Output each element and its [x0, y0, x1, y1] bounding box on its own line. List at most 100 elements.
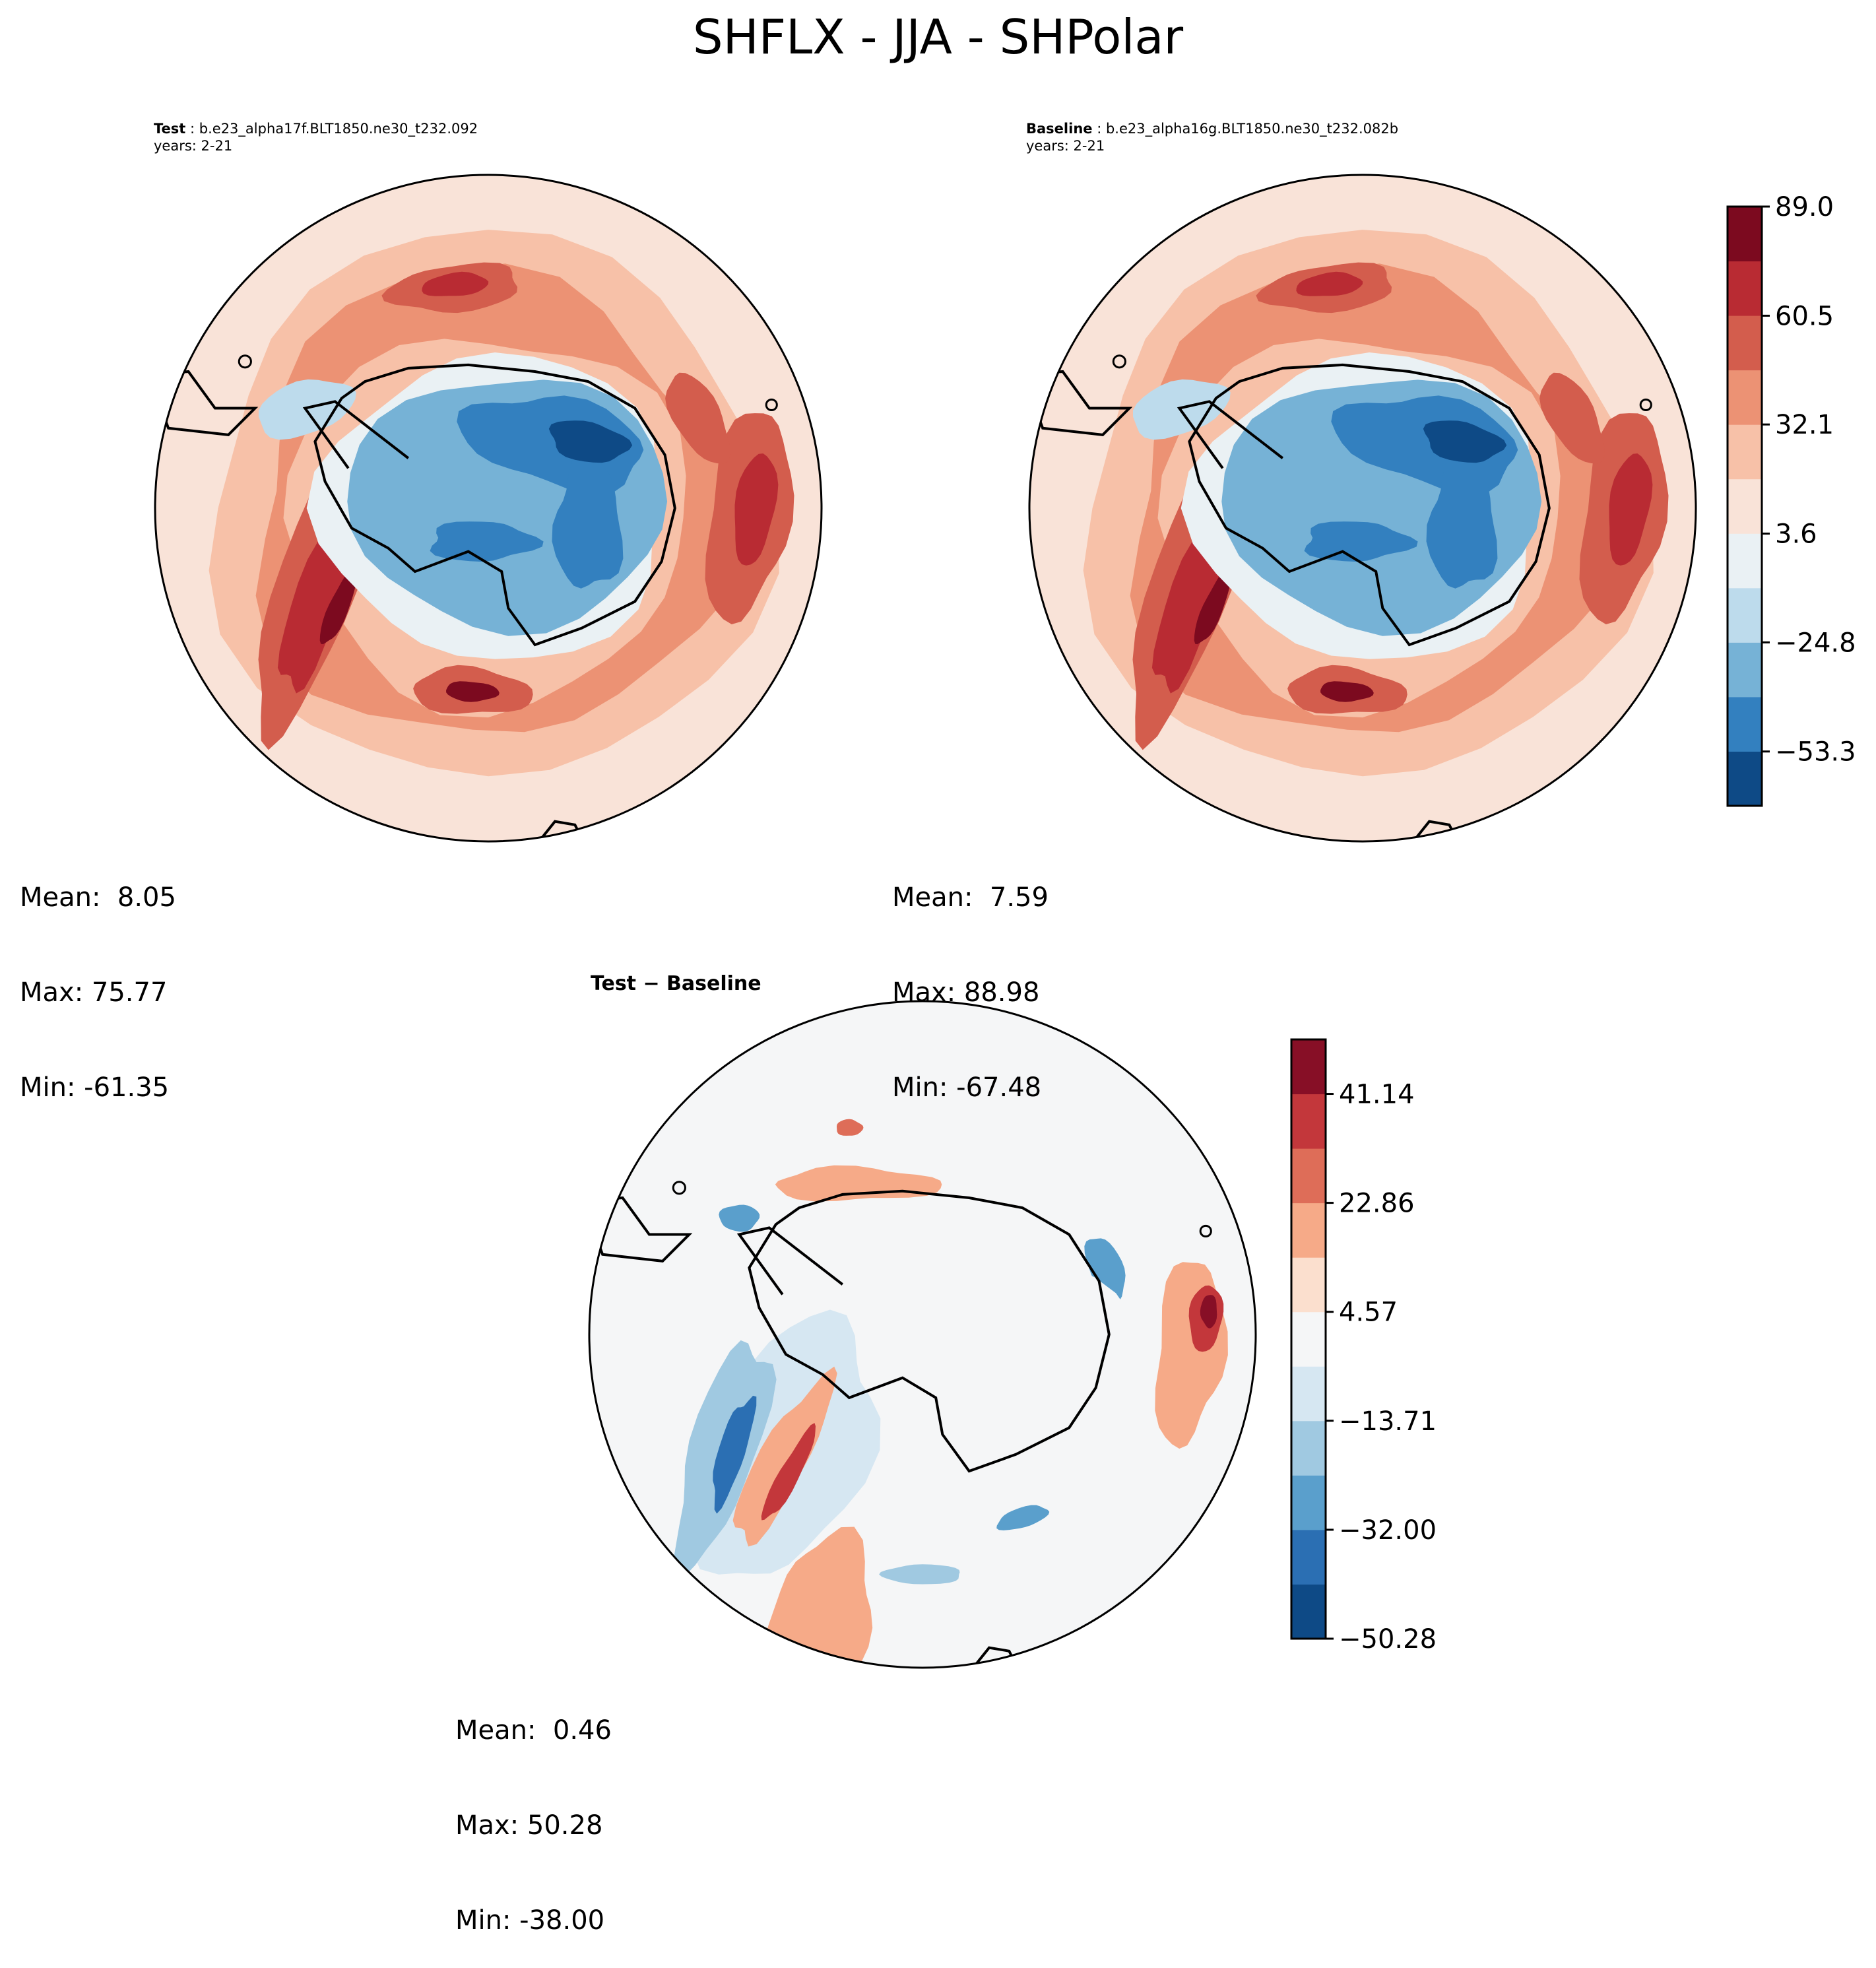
test-contour-region	[319, 569, 356, 645]
test-island	[765, 398, 778, 412]
absolute-colorbar-swatch	[1728, 315, 1762, 371]
test-mean: Mean: 8.05	[20, 882, 176, 913]
diff-colorbar-swatch	[1291, 1366, 1326, 1422]
diff-colorbar-swatch	[1291, 1311, 1326, 1367]
diff-map-field	[589, 1001, 1256, 1668]
baseline-island	[1639, 398, 1652, 412]
diff-contour-region	[906, 1252, 1140, 1487]
test-contour-region	[755, 248, 822, 304]
absolute-colorbar-frame	[1726, 205, 1763, 807]
diff-contour-region	[1200, 1295, 1217, 1328]
baseline-mean: Mean: 7.59	[892, 882, 1049, 913]
test-years: years: 2-21	[154, 138, 233, 154]
absolute-colorbar-tick-label: 89.0	[1775, 192, 1834, 222]
diff-map-boundary	[588, 1000, 1257, 1669]
test-contour-region	[548, 420, 633, 463]
absolute-colorbar-swatch	[1728, 261, 1762, 316]
test-stats: Mean: 8.05 Max: 75.77 Min: -61.35	[20, 818, 176, 1135]
diff-peninsula-coastline	[736, 1226, 844, 1296]
absolute-colorbar-swatch	[1728, 370, 1762, 425]
baseline-contour-region	[1423, 420, 1507, 463]
test-contour-region	[552, 451, 624, 589]
diff-colorbar-swatch	[1291, 1257, 1326, 1313]
baseline-antarctica-coastline	[1188, 363, 1551, 647]
diff-max: Max: 50.28	[455, 1810, 603, 1841]
baseline-contour-region	[1539, 372, 1605, 464]
diff-colorbar-swatch	[1291, 1529, 1326, 1585]
test-contour-region	[430, 521, 544, 562]
diff-panel-title: Test − Baseline	[591, 972, 761, 995]
absolute-colorbar-tick-label: 60.5	[1775, 301, 1834, 331]
baseline-label: Baseline	[1026, 121, 1093, 137]
baseline-contour-region	[1320, 681, 1374, 702]
absolute-colorbar-swatch	[1728, 207, 1762, 262]
test-contour-region	[446, 681, 500, 702]
diff-mean: Mean: 0.46	[455, 1715, 612, 1746]
absolute-colorbar-tick-label: 3.6	[1775, 519, 1817, 550]
diff-contour-region	[1084, 1238, 1126, 1301]
test-contour-region	[422, 271, 489, 296]
baseline-min: Min: -67.48	[892, 1072, 1042, 1103]
diff-colorbar-swatch	[1291, 1202, 1326, 1258]
absolute-colorbar-swatch	[1728, 424, 1762, 480]
absolute-colorbar-swatch	[1728, 533, 1762, 589]
baseline-stats: Mean: 7.59 Max: 88.98 Min: -67.48	[892, 818, 1049, 1135]
baseline-contour-region	[1194, 569, 1231, 645]
diff-colorbar-tick-label: −13.71	[1339, 1406, 1437, 1437]
test-contour-region	[665, 372, 731, 464]
test-panel-title: Test : b.e23_alpha17f.BLT1850.ne30_t232.…	[154, 121, 478, 154]
test-case-name: b.e23_alpha17f.BLT1850.ne30_t232.092	[199, 121, 478, 137]
diff-colorbar-tick-label: 41.14	[1339, 1080, 1415, 1110]
diff-contour-region	[879, 1564, 960, 1585]
baseline-peninsula-coastline	[1177, 400, 1284, 469]
diff-island	[672, 1181, 686, 1195]
absolute-colorbar-swatch	[1728, 642, 1762, 698]
diff-south-america-coastline	[589, 1196, 693, 1263]
test-peninsula-coastline	[302, 400, 410, 469]
absolute-colorbar-tick-label: 32.1	[1775, 410, 1834, 440]
absolute-colorbar-swatch	[1728, 751, 1762, 806]
figure-canvas: 89.0 60.5 32.1 3.6 −24.8 −53.3 41.14 22.86 4.57 −…	[154, 174, 1856, 1669]
diff-contour-region	[719, 1204, 760, 1232]
diff-contour-region	[732, 1366, 837, 1547]
baseline-island	[1112, 354, 1126, 369]
diff-colorbar-swatch	[1291, 1475, 1326, 1530]
baseline-panel-title: Baseline : b.e23_alpha16g.BLT1850.ne30_t…	[1026, 121, 1399, 154]
baseline-max: Max: 88.98	[892, 977, 1040, 1008]
test-map-field	[155, 175, 822, 841]
diff-contour-region	[761, 1423, 816, 1521]
test-min: Min: -61.35	[20, 1072, 170, 1103]
baseline-contour-region	[1629, 248, 1696, 304]
diff-stats: Mean: 0.46 Max: 50.28 Min: -38.00	[455, 1651, 612, 1968]
baseline-south-america-coastline	[1029, 370, 1133, 436]
diff-contour-region	[996, 1505, 1050, 1530]
diff-colorbar-tick-label: −50.28	[1339, 1624, 1437, 1655]
diff-min: Min: -38.00	[455, 1905, 605, 1936]
absolute-colorbar-swatch	[1728, 478, 1762, 534]
diff-contour-region	[713, 1395, 757, 1514]
diff-colorbar-tick-label: 4.57	[1339, 1297, 1398, 1328]
test-contour-region	[734, 453, 779, 566]
test-south-america-coastline	[155, 370, 259, 436]
test-island	[238, 354, 252, 369]
baseline-contour-region	[1304, 521, 1418, 562]
absolute-colorbar-swatch	[1728, 587, 1762, 643]
baseline-years: years: 2-21	[1026, 138, 1105, 154]
test-max: Max: 75.77	[20, 977, 168, 1008]
absolute-colorbar-swatch	[1728, 696, 1762, 752]
diff-colorbar-swatch	[1291, 1584, 1326, 1639]
diff-contour-region	[837, 1119, 864, 1136]
diff-colorbar-swatch	[1291, 1039, 1326, 1095]
diff-island	[1199, 1224, 1212, 1238]
diff-colorbar-tick-label: −32.00	[1339, 1515, 1437, 1546]
absolute-colorbar-tick-label: −53.3	[1775, 737, 1856, 768]
diff-colorbar-tick-label: 22.86	[1339, 1189, 1415, 1219]
baseline-case-name: b.e23_alpha16g.BLT1850.ne30_t232.082b	[1105, 121, 1399, 137]
diff-colorbar-swatch	[1291, 1420, 1326, 1476]
test-label: Test	[154, 121, 186, 137]
baseline-contour-region	[1426, 451, 1498, 589]
baseline-map-field	[1029, 175, 1696, 841]
test-antarctica-coastline	[313, 363, 676, 647]
diff-antarctica-coastline	[748, 1189, 1111, 1473]
test-map-boundary	[154, 174, 823, 843]
